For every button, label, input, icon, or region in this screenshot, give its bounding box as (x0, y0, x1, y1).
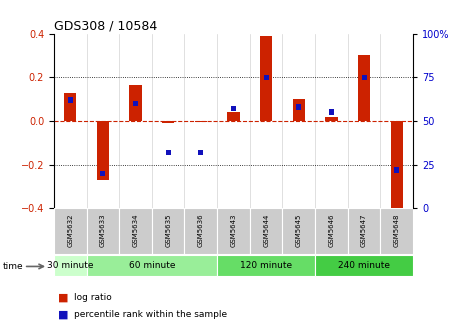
Bar (166, 150, 171, 155)
Bar (329, 110, 334, 115)
Bar (394, 167, 399, 173)
Text: GSM5633: GSM5633 (100, 213, 106, 247)
Bar (87, 208, 119, 254)
Text: log ratio: log ratio (74, 293, 112, 302)
Bar (101, 171, 106, 176)
Bar (315, 255, 413, 276)
Text: 60 minute: 60 minute (128, 261, 175, 270)
Bar (87, 255, 217, 276)
Bar (325, 117, 338, 121)
Text: time: time (2, 262, 23, 271)
Text: 30 minute: 30 minute (47, 261, 93, 270)
Bar (129, 85, 142, 121)
Bar (97, 121, 109, 180)
Bar (391, 121, 403, 208)
Text: GSM5648: GSM5648 (394, 213, 400, 247)
Bar (185, 208, 217, 254)
Bar (380, 208, 413, 254)
Text: 120 minute: 120 minute (240, 261, 292, 270)
Bar (260, 36, 273, 121)
Text: GSM5632: GSM5632 (67, 213, 73, 247)
Bar (361, 75, 366, 80)
Text: GSM5636: GSM5636 (198, 213, 204, 247)
Bar (162, 121, 174, 123)
Bar (227, 112, 240, 121)
Bar (358, 55, 370, 121)
Bar (152, 208, 185, 254)
Bar (68, 97, 73, 103)
Text: ■: ■ (58, 309, 69, 319)
Bar (54, 255, 87, 276)
Bar (250, 208, 282, 254)
Bar (264, 75, 269, 80)
Text: GSM5644: GSM5644 (263, 213, 269, 247)
Bar (194, 121, 207, 122)
Bar (54, 208, 87, 254)
Text: GSM5646: GSM5646 (329, 213, 335, 247)
Text: GSM5634: GSM5634 (132, 213, 138, 247)
Text: GSM5643: GSM5643 (230, 213, 237, 247)
Bar (217, 255, 315, 276)
Bar (133, 101, 138, 106)
Bar (231, 106, 236, 112)
Bar (293, 99, 305, 121)
Bar (119, 208, 152, 254)
Bar (64, 92, 76, 121)
Text: GSM5645: GSM5645 (296, 213, 302, 247)
Text: percentile rank within the sample: percentile rank within the sample (74, 310, 227, 319)
Text: GSM5635: GSM5635 (165, 213, 171, 247)
Text: 240 minute: 240 minute (338, 261, 390, 270)
Bar (348, 208, 380, 254)
Bar (198, 150, 203, 155)
Text: GSM5647: GSM5647 (361, 213, 367, 247)
Text: GDS308 / 10584: GDS308 / 10584 (54, 19, 157, 33)
Bar (282, 208, 315, 254)
Bar (217, 208, 250, 254)
Bar (315, 208, 348, 254)
Bar (296, 104, 301, 110)
Text: ■: ■ (58, 292, 69, 302)
